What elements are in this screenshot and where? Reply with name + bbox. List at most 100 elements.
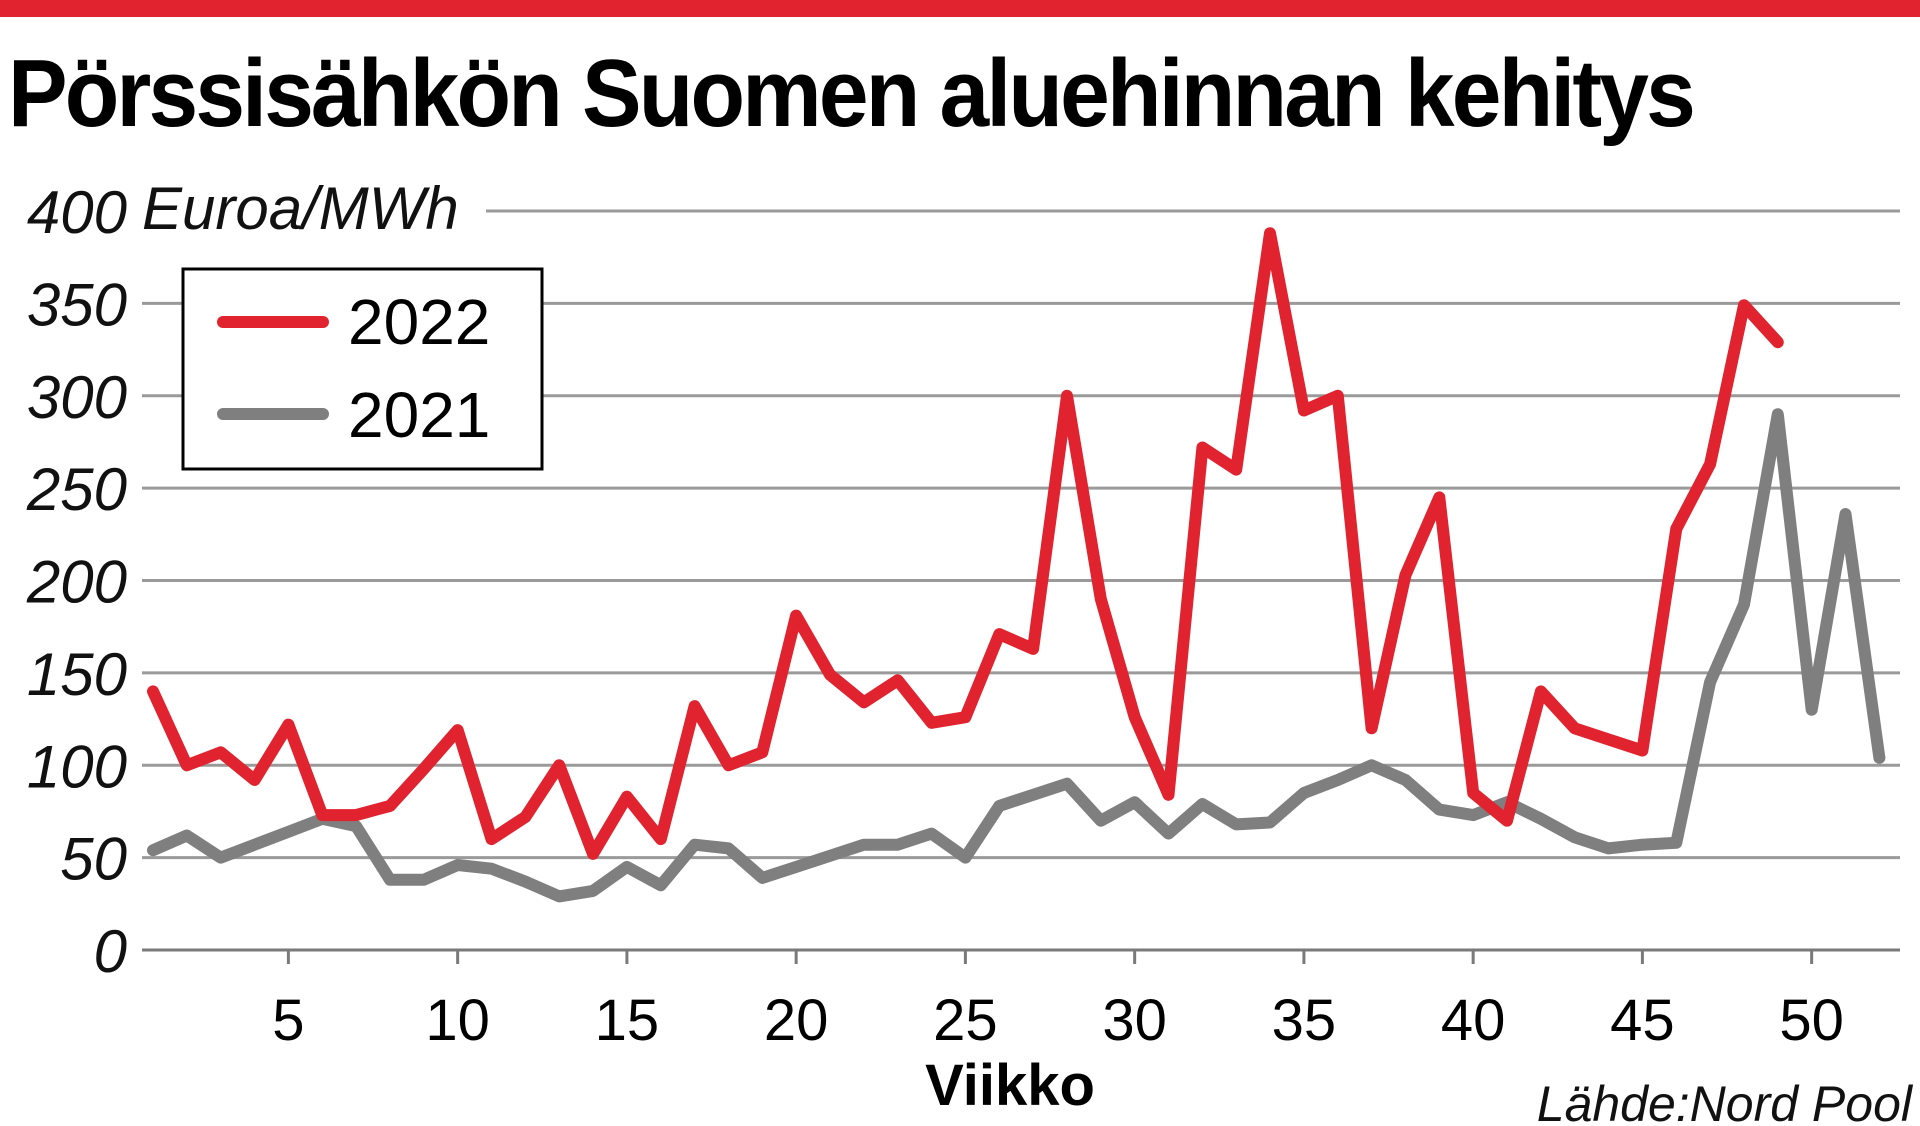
data-point-2021 bbox=[625, 865, 629, 869]
data-point-2021 bbox=[1099, 819, 1103, 823]
data-point-2021 bbox=[422, 878, 426, 882]
legend-box bbox=[181, 267, 544, 471]
data-point-2021 bbox=[930, 832, 934, 836]
x-axis-tick-marks bbox=[286, 950, 1814, 964]
data-point-2021 bbox=[1336, 778, 1340, 782]
legend-label-2022: 2022 bbox=[348, 286, 490, 358]
data-point-2022 bbox=[727, 763, 730, 767]
data-point-2021 bbox=[997, 804, 1001, 808]
x-tick-label: 50 bbox=[1779, 988, 1844, 1053]
data-point-2022 bbox=[1268, 231, 1272, 235]
legend: 2022 2021 bbox=[181, 267, 544, 471]
data-point-2022 bbox=[1674, 527, 1678, 531]
data-point-2022 bbox=[1200, 446, 1204, 449]
data-point-2022 bbox=[1302, 409, 1306, 412]
data-point-2022 bbox=[490, 837, 493, 841]
data-point-2022 bbox=[1471, 791, 1475, 795]
data-point-2021 bbox=[1607, 846, 1610, 850]
data-point-2022 bbox=[1234, 468, 1238, 472]
data-point-2021 bbox=[1708, 680, 1712, 684]
data-point-2021 bbox=[1167, 832, 1170, 836]
y-tick-label: 200 bbox=[26, 549, 127, 616]
top-accent-rule bbox=[0, 0, 1920, 17]
data-point-2021 bbox=[1133, 800, 1137, 804]
data-point-2021 bbox=[1844, 512, 1847, 516]
data-point-2021 bbox=[1573, 835, 1577, 839]
data-point-2022 bbox=[253, 778, 257, 782]
data-point-2022 bbox=[286, 723, 290, 727]
data-point-2021 bbox=[388, 878, 392, 882]
data-point-2021 bbox=[286, 830, 290, 834]
x-axis-label: Viikko bbox=[925, 1053, 1095, 1118]
y-tick-label: 0 bbox=[94, 918, 127, 985]
data-point-2022 bbox=[185, 763, 189, 767]
data-point-2022 bbox=[320, 813, 324, 817]
y-tick-label: 400 bbox=[27, 179, 127, 246]
x-tick-label: 25 bbox=[933, 988, 998, 1053]
data-point-2022 bbox=[1099, 597, 1103, 601]
source-credit: Lähde:Nord Pool bbox=[1537, 1076, 1914, 1126]
data-point-2021 bbox=[1674, 841, 1678, 845]
data-point-2022 bbox=[1776, 340, 1780, 344]
data-point-2022 bbox=[1133, 715, 1137, 719]
data-point-2022 bbox=[1336, 394, 1340, 398]
gridlines bbox=[142, 209, 1900, 952]
data-point-2021 bbox=[963, 856, 967, 860]
data-point-2022 bbox=[862, 700, 866, 704]
data-point-2022 bbox=[219, 750, 223, 754]
data-point-2022 bbox=[1573, 726, 1577, 730]
x-tick-label: 35 bbox=[1272, 988, 1337, 1053]
data-point-2022 bbox=[557, 763, 561, 767]
data-point-2021 bbox=[523, 880, 527, 884]
x-tick-label: 5 bbox=[272, 988, 304, 1053]
y-tick-label: 50 bbox=[60, 826, 127, 893]
y-axis-unit-label: Euroa/MWh bbox=[142, 175, 459, 242]
data-point-2022 bbox=[388, 804, 392, 808]
data-point-2021 bbox=[862, 843, 866, 847]
data-point-2022 bbox=[1065, 394, 1069, 398]
data-point-2022 bbox=[1031, 647, 1035, 651]
data-point-2022 bbox=[1505, 819, 1509, 823]
data-point-2021 bbox=[1200, 802, 1204, 806]
data-point-2021 bbox=[1437, 808, 1441, 812]
data-point-2021 bbox=[896, 843, 900, 847]
data-point-2021 bbox=[659, 883, 663, 887]
data-point-2021 bbox=[151, 848, 155, 852]
data-point-2022 bbox=[828, 673, 832, 677]
data-point-2022 bbox=[896, 678, 900, 682]
data-point-2022 bbox=[1437, 495, 1441, 499]
data-point-2022 bbox=[1708, 462, 1712, 466]
data-point-2021 bbox=[354, 824, 358, 828]
data-point-2022 bbox=[930, 721, 934, 725]
x-tick-label: 45 bbox=[1610, 988, 1675, 1053]
data-point-2022 bbox=[523, 815, 527, 819]
data-point-2021 bbox=[1404, 778, 1407, 782]
data-point-2021 bbox=[1302, 791, 1306, 795]
data-point-2021 bbox=[1810, 708, 1814, 712]
data-point-2022 bbox=[1167, 793, 1170, 797]
data-point-2022 bbox=[151, 689, 155, 693]
data-point-2021 bbox=[1065, 782, 1069, 786]
data-point-2021 bbox=[185, 834, 189, 837]
data-point-2022 bbox=[659, 837, 663, 841]
data-point-2021 bbox=[1776, 412, 1780, 416]
data-point-2021 bbox=[1640, 843, 1644, 847]
data-point-2021 bbox=[1742, 603, 1746, 606]
data-point-2022 bbox=[963, 715, 967, 719]
x-tick-label: 15 bbox=[595, 988, 660, 1053]
x-tick-label: 40 bbox=[1441, 988, 1506, 1053]
chart-title: Pörssisähkön Suomen aluehinnan kehitys bbox=[8, 40, 1696, 147]
data-point-2021 bbox=[1877, 756, 1881, 760]
x-tick-label: 30 bbox=[1102, 988, 1167, 1053]
x-axis-ticks: 5 10 15 20 25 30 35 40 45 50 bbox=[272, 988, 1844, 1053]
y-axis-ticks: 0 50 100 150 200 250 300 350 400 bbox=[26, 179, 127, 985]
data-point-2022 bbox=[1370, 726, 1374, 730]
data-point-2021 bbox=[727, 846, 730, 850]
data-point-2021 bbox=[253, 843, 257, 847]
series-line-2021 bbox=[147, 408, 1886, 903]
data-point-2022 bbox=[1539, 689, 1543, 693]
data-point-2021 bbox=[794, 865, 798, 869]
data-point-2022 bbox=[625, 795, 629, 799]
legend-label-2021: 2021 bbox=[348, 379, 490, 451]
data-point-2021 bbox=[828, 854, 832, 858]
